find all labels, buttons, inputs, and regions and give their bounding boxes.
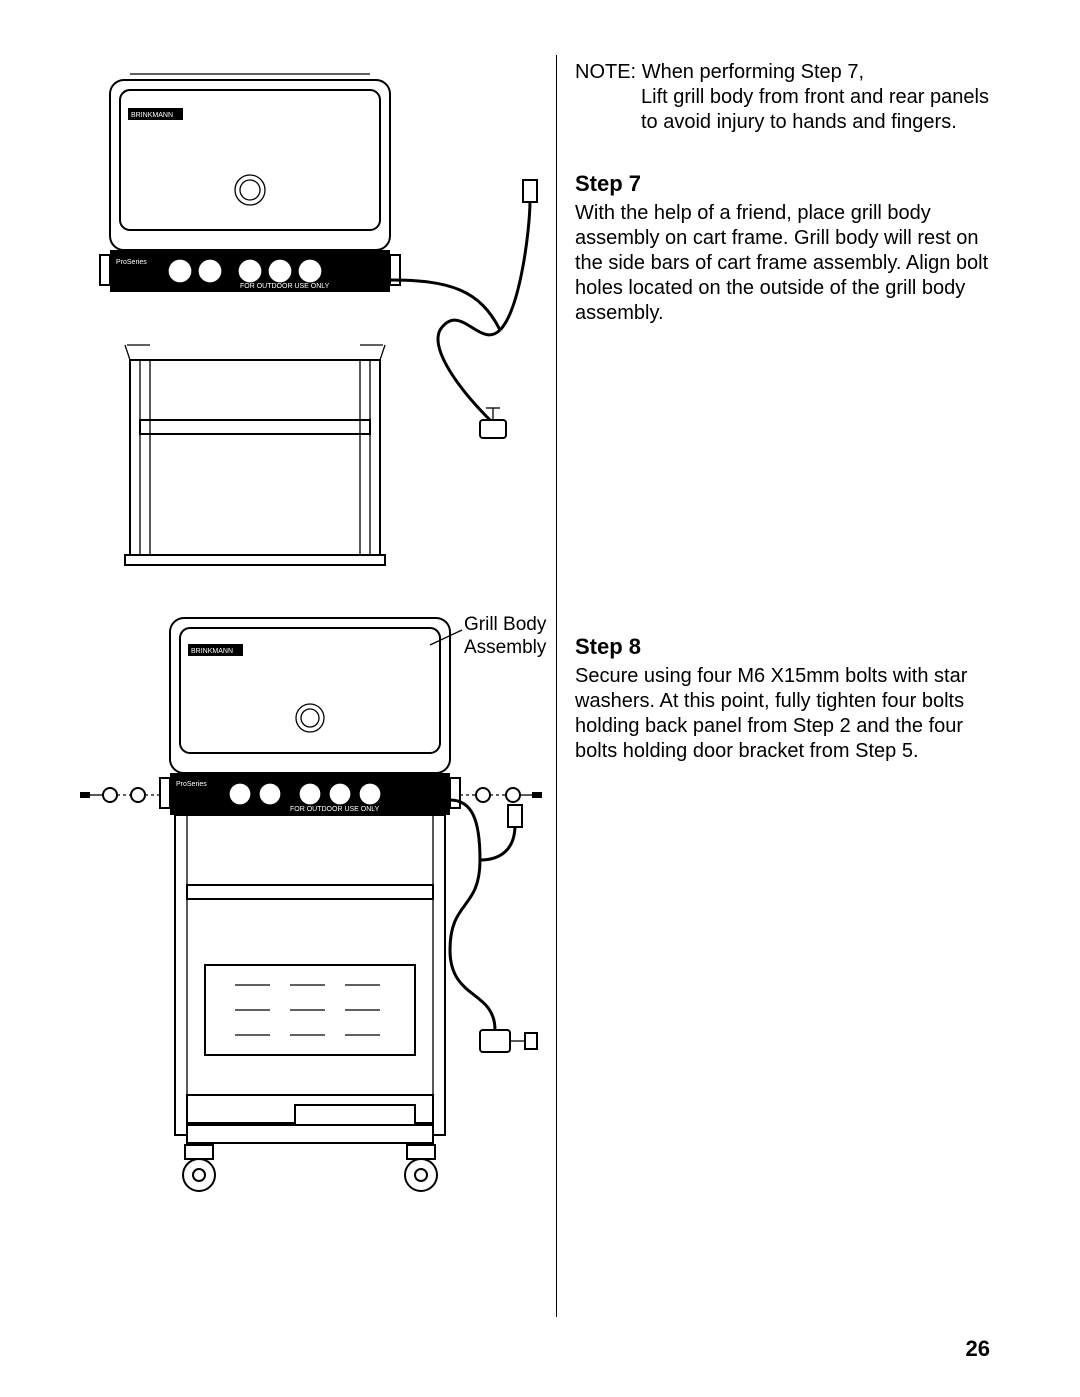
diagram-step7: BRINKMANN ProSeries FOR OUTDOOR USE ONLY: [85, 60, 545, 570]
bolt-assembly-left: [80, 788, 160, 802]
bolt-assembly-right: [460, 788, 542, 802]
step8-body: Secure using four M6 X15mm bolts with st…: [575, 664, 1000, 764]
step7-body: With the help of a friend, place grill b…: [575, 201, 1000, 326]
step7-heading: Step 7: [575, 171, 1000, 197]
note-line2: Lift grill body from front and rear pane…: [641, 85, 1000, 135]
note-line1: When performing Step 7,: [642, 61, 864, 83]
svg-text:FOR OUTDOOR USE ONLY: FOR OUTDOOR USE ONLY: [240, 283, 330, 290]
svg-text:BRINKMANN: BRINKMANN: [191, 648, 233, 655]
step8-heading: Step 8: [575, 634, 1000, 660]
page-number: 26: [966, 1336, 990, 1362]
regulator-icon: [480, 1030, 537, 1052]
svg-text:ProSeries: ProSeries: [176, 781, 207, 788]
note-label: NOTE:: [575, 61, 636, 83]
svg-text:BRINKMANN: BRINKMANN: [131, 112, 173, 119]
svg-text:FOR OUTDOOR USE ONLY: FOR OUTDOOR USE ONLY: [290, 806, 380, 813]
callout-grill-body: Grill Body Assembly: [464, 614, 550, 660]
svg-text:ProSeries: ProSeries: [116, 259, 147, 266]
note-text: NOTE: When performing Step 7, Lift grill…: [575, 60, 1000, 135]
diagram-step8: BRINKMANN ProSeries FOR OUTDOOR USE ONLY: [80, 600, 550, 1240]
